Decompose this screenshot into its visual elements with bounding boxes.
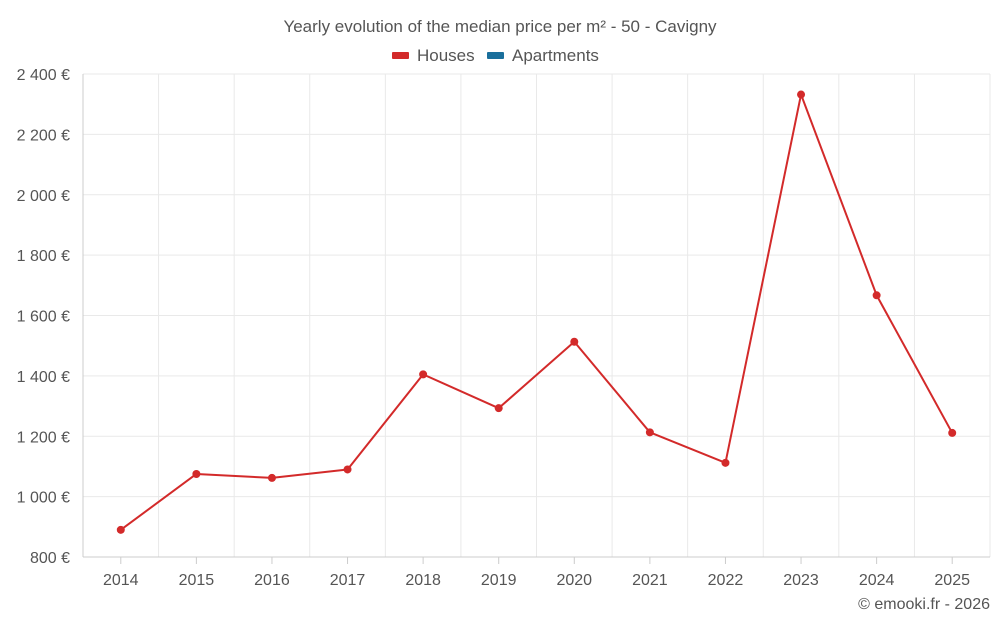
y-axis-ticks: 800 € 1 000 € 1 200 € 1 400 € 1 600 € 1 800 €… bbox=[17, 67, 70, 567]
y-tick-label: 1 600 € bbox=[17, 309, 70, 326]
x-tick-label: 2022 bbox=[708, 572, 744, 589]
legend-item-apartments[interactable]: Apartments bbox=[487, 46, 599, 65]
legend-label-houses: Houses bbox=[417, 46, 475, 65]
x-tick-label: 2021 bbox=[632, 572, 668, 589]
y-tick-label: 800 € bbox=[30, 550, 70, 567]
data-point[interactable] bbox=[343, 465, 352, 474]
grid bbox=[83, 73, 991, 557]
series-houses bbox=[116, 90, 957, 534]
data-point[interactable] bbox=[645, 428, 654, 437]
data-point[interactable] bbox=[872, 291, 881, 300]
y-tick-label: 1 000 € bbox=[17, 490, 70, 507]
legend-item-houses[interactable]: Houses bbox=[392, 46, 475, 65]
x-tick-label: 2025 bbox=[934, 572, 970, 589]
x-tick-label: 2018 bbox=[405, 572, 441, 589]
y-tick-label: 1 800 € bbox=[17, 248, 70, 265]
data-point[interactable] bbox=[948, 428, 957, 437]
axes bbox=[82, 74, 990, 558]
data-point[interactable] bbox=[116, 525, 125, 534]
data-point[interactable] bbox=[494, 404, 503, 413]
x-tick-label: 2014 bbox=[103, 572, 139, 589]
legend-label-apartments: Apartments bbox=[512, 46, 599, 65]
data-point[interactable] bbox=[721, 458, 730, 467]
x-tick-label: 2017 bbox=[330, 572, 366, 589]
y-tick-label: 2 200 € bbox=[17, 127, 70, 144]
credit-text: © emooki.fr - 2026 bbox=[858, 596, 990, 613]
x-tick-label: 2015 bbox=[179, 572, 215, 589]
data-point[interactable] bbox=[419, 370, 428, 379]
x-tick-label: 2024 bbox=[859, 572, 895, 589]
data-point[interactable] bbox=[192, 469, 201, 478]
x-tick-label: 2019 bbox=[481, 572, 517, 589]
series-line bbox=[120, 93, 954, 531]
y-tick-label: 1 200 € bbox=[17, 429, 70, 446]
data-point[interactable] bbox=[797, 90, 806, 99]
y-tick-label: 2 400 € bbox=[17, 67, 70, 84]
x-axis-ticks: 2014 2015 2016 2017 2018 2019 2020 2021 2022 2023… bbox=[103, 557, 970, 589]
data-point[interactable] bbox=[570, 337, 579, 346]
x-tick-label: 2023 bbox=[783, 572, 819, 589]
data-point[interactable] bbox=[267, 473, 276, 482]
legend: Houses Apartments bbox=[392, 46, 599, 65]
chart-title: Yearly evolution of the median price per… bbox=[283, 17, 717, 36]
y-tick-label: 2 000 € bbox=[17, 188, 70, 205]
legend-swatch-houses bbox=[392, 52, 409, 59]
x-tick-label: 2020 bbox=[556, 572, 592, 589]
y-tick-label: 1 400 € bbox=[17, 369, 70, 386]
x-tick-label: 2016 bbox=[254, 572, 290, 589]
legend-swatch-apartments bbox=[487, 52, 504, 59]
